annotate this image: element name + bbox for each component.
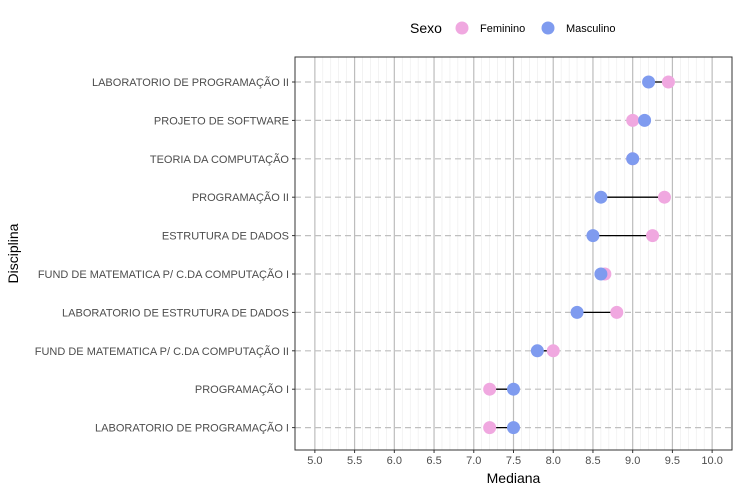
- data-points: [483, 75, 675, 435]
- y-tick-label: LABORATORIO DE PROGRAMAÇÃO I: [95, 422, 289, 435]
- y-tick-label: LABORATORIO DE PROGRAMAÇÃO II: [92, 76, 289, 89]
- point-masculino: [570, 305, 584, 319]
- y-tick-labels: LABORATORIO DE PROGRAMAÇÃO II PROJETO DE …: [35, 76, 295, 435]
- x-tick-label: 5.5: [347, 455, 362, 467]
- point-feminino: [626, 113, 640, 127]
- grid: [314, 57, 713, 450]
- point-feminino: [483, 382, 497, 396]
- point-feminino: [483, 421, 497, 435]
- x-tick-label: 7.5: [506, 455, 521, 467]
- x-tick-label: 6.0: [387, 455, 402, 467]
- x-tick-label: 7.0: [466, 455, 481, 467]
- point-masculino: [642, 75, 656, 89]
- x-ticks: 5.0 5.5 6.0 6.5 7.0 7.5 8.0 8.5 9.0 9.5 10.0: [307, 450, 723, 467]
- x-tick-label: 5.0: [307, 455, 322, 467]
- point-feminino: [546, 344, 560, 358]
- x-tick-label: 9.0: [625, 455, 640, 467]
- x-tick-label: 6.5: [426, 455, 441, 467]
- y-axis-title: Disciplina: [5, 223, 21, 283]
- legend-key-masculino: [541, 21, 555, 35]
- y-tick-label: PROGRAMAÇÃO II: [192, 191, 289, 204]
- point-masculino: [626, 152, 640, 166]
- y-tick-label: LABORATORIO DE ESTRUTURA DE DADOS: [62, 307, 289, 319]
- y-tick-label: ESTRUTURA DE DADOS: [162, 231, 289, 243]
- point-masculino: [586, 229, 600, 243]
- point-masculino: [530, 344, 544, 358]
- legend-title: Sexo: [410, 20, 442, 36]
- legend-label-feminino: Feminino: [480, 23, 525, 35]
- point-feminino: [661, 75, 675, 89]
- point-masculino: [507, 421, 520, 435]
- x-tick-label: 8.5: [585, 455, 600, 467]
- legend-label-masculino: Masculino: [566, 23, 616, 35]
- x-tick-label: 9.5: [665, 455, 680, 467]
- legend-key-feminino: [455, 21, 469, 35]
- point-feminino: [657, 190, 671, 204]
- y-tick-label: FUND DE MATEMATICA P/ C.DA COMPUTAÇÃO II: [35, 345, 289, 358]
- point-masculino: [594, 190, 608, 204]
- y-tick-label: FUND DE MATEMATICA P/ C.DA COMPUTAÇÃO I: [38, 268, 289, 281]
- point-masculino: [594, 267, 608, 281]
- point-masculino: [507, 382, 520, 396]
- y-tick-label: TEORIA DA COMPUTAÇÃO: [150, 153, 290, 166]
- x-tick-label: 10.0: [701, 455, 722, 467]
- point-feminino: [610, 305, 624, 319]
- point-masculino: [638, 113, 652, 127]
- x-axis-title: Mediana: [487, 470, 541, 486]
- point-feminino: [646, 229, 660, 243]
- y-tick-label: PROJETO DE SOFTWARE: [154, 115, 289, 127]
- x-tick-label: 8.0: [546, 455, 561, 467]
- y-tick-label: PROGRAMAÇÃO I: [195, 383, 289, 396]
- legend: Sexo Feminino Masculino: [410, 20, 616, 36]
